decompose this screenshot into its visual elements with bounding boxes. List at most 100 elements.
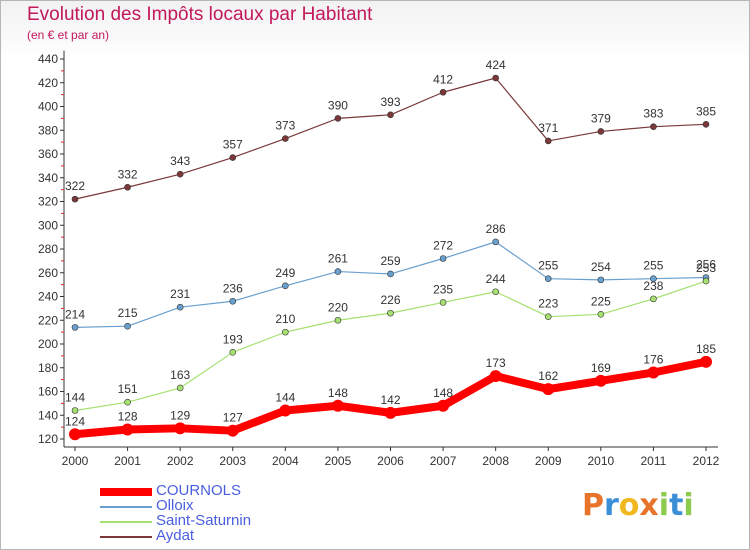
logo-letter: P [582, 488, 604, 523]
data-point [597, 128, 605, 135]
data-point [597, 311, 605, 318]
logo-letter: t [669, 488, 684, 523]
y-tick-label: 420 [38, 76, 58, 90]
data-point [702, 121, 710, 128]
data-label: 144 [275, 391, 295, 405]
proxiti-logo: Proxiti [582, 488, 694, 523]
y-tick-label: 400 [38, 100, 58, 114]
data-point [124, 183, 131, 191]
data-point [647, 366, 660, 379]
y-tick-label: 280 [38, 242, 58, 256]
data-point [492, 288, 499, 296]
data-label: 142 [380, 393, 400, 407]
legend-label: Saint-Saturnin [156, 512, 252, 529]
data-label: 332 [118, 167, 138, 181]
data-label: 151 [118, 382, 138, 396]
data-point [702, 277, 710, 285]
legend-swatch [100, 521, 152, 523]
data-point [597, 276, 605, 284]
data-label: 371 [538, 121, 558, 135]
data-point [387, 270, 394, 278]
data-label: 210 [275, 312, 295, 326]
data-point [176, 170, 184, 178]
data-label: 148 [433, 386, 453, 400]
x-tick-label: 2006 [377, 454, 404, 468]
data-label: 343 [170, 154, 190, 168]
x-tick-label: 2008 [482, 454, 509, 468]
y-tick-label: 120 [38, 432, 58, 446]
data-point [439, 299, 447, 306]
x-tick-label: 2011 [641, 454, 667, 468]
data-label: 238 [643, 279, 663, 293]
data-label: 235 [433, 282, 453, 296]
y-tick-label: 380 [38, 123, 58, 137]
x-tick-label: 2009 [535, 454, 562, 468]
data-point [700, 355, 712, 368]
x-tick-label: 2004 [272, 454, 299, 468]
chart-subtitle: (en € et par an) [27, 28, 110, 42]
data-label: 124 [65, 414, 85, 428]
data-point [650, 123, 657, 130]
data-label: 261 [328, 252, 348, 266]
y-tick-label: 200 [38, 337, 58, 351]
data-label: 162 [538, 369, 558, 383]
data-label: 286 [486, 222, 506, 236]
data-label: 357 [223, 138, 243, 152]
data-label: 259 [380, 254, 400, 268]
x-tick-label: 2001 [114, 454, 141, 468]
data-label: 193 [223, 332, 243, 346]
data-point [226, 424, 239, 437]
data-point [229, 154, 237, 161]
logo-letter: i [658, 488, 670, 523]
y-tick-label: 240 [38, 290, 58, 304]
data-point [71, 407, 79, 414]
y-tick-label: 220 [38, 313, 58, 327]
data-label: 236 [223, 281, 243, 295]
data-point [439, 88, 447, 96]
x-tick-label: 2003 [219, 454, 246, 468]
y-tick-label: 320 [38, 195, 58, 209]
data-label: 220 [328, 300, 348, 314]
data-point [594, 374, 607, 387]
data-point [229, 349, 237, 356]
data-label: 144 [65, 391, 85, 405]
data-point [334, 316, 342, 324]
data-point [282, 282, 289, 290]
data-point [124, 322, 131, 330]
data-point [282, 135, 289, 142]
logo-letter: x [639, 488, 659, 523]
data-point [650, 275, 657, 282]
chart-title: Evolution des Impôts locaux par Habitant [27, 4, 373, 25]
legend-swatch [100, 488, 152, 496]
data-label: 254 [591, 260, 611, 274]
legend-label: COURNOLS [156, 482, 242, 499]
data-label: 223 [538, 297, 558, 311]
logo-letter: r [604, 488, 619, 523]
data-point [334, 115, 342, 122]
data-label: 173 [486, 356, 506, 370]
data-point [489, 370, 502, 383]
data-label: 129 [170, 408, 190, 422]
data-label: 226 [380, 293, 400, 307]
data-label: 390 [328, 98, 348, 112]
legend-label: Aydat [156, 527, 195, 544]
data-point [544, 275, 552, 282]
data-label: 322 [65, 179, 85, 193]
y-tick-label: 440 [38, 52, 58, 66]
data-point [69, 428, 81, 441]
y-tick-label: 180 [38, 361, 58, 375]
data-point [384, 406, 397, 419]
data-label: 424 [486, 58, 506, 72]
data-label: 148 [328, 386, 348, 400]
y-tick-label: 300 [38, 218, 58, 232]
data-label: 169 [591, 361, 611, 375]
data-point [437, 399, 450, 412]
logo-letter: i [683, 488, 694, 523]
x-tick-label: 2002 [167, 454, 194, 468]
data-point [279, 404, 292, 417]
data-label: 255 [643, 259, 663, 273]
y-tick-label: 260 [38, 266, 58, 280]
data-label: 383 [643, 107, 663, 121]
